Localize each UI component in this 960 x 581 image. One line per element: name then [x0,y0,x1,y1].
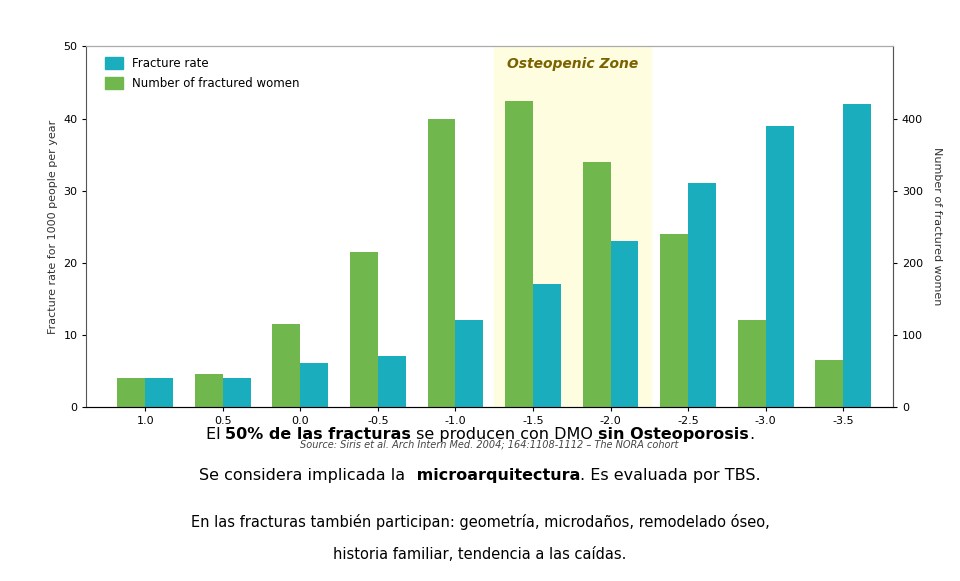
Y-axis label: Number of fractured women: Number of fractured women [932,148,943,306]
Text: Se considera implicada la: Se considera implicada la [200,468,411,483]
Bar [455,320,484,407]
Bar [533,284,561,407]
Text: Osteopenic Zone: Osteopenic Zone [507,58,638,71]
Bar [815,360,843,407]
Bar [737,320,766,407]
Bar [117,378,145,407]
Bar [505,101,533,407]
Bar [427,119,455,407]
Y-axis label: Fracture rate for 1000 people per year: Fracture rate for 1000 people per year [48,120,58,333]
Text: sin Osteoporosis: sin Osteoporosis [598,427,749,442]
Bar [843,104,871,407]
Bar [195,374,223,407]
Bar [223,378,251,407]
Bar [688,184,716,407]
Text: . Es evaluada por TBS.: . Es evaluada por TBS. [580,468,760,483]
Text: El: El [205,427,226,442]
Legend: Fracture rate, Number of fractured women: Fracture rate, Number of fractured women [101,52,304,95]
Text: En las fracturas también participan: geometría, microdaños, remodelado óseo,: En las fracturas también participan: geo… [191,514,769,530]
Text: historia familiar, tendencia a las caídas.: historia familiar, tendencia a las caída… [333,547,627,562]
Text: microarquitectura: microarquitectura [411,468,580,483]
Bar [494,46,651,407]
Text: .: . [749,427,755,442]
Bar [300,364,328,407]
Bar [350,252,378,407]
Bar [766,125,794,407]
Text: se producen con DMO: se producen con DMO [412,427,598,442]
Bar [660,234,688,407]
Bar [273,324,300,407]
Bar [583,162,611,407]
Bar [145,378,173,407]
Text: Source: Siris et al. Arch Intern Med. 2004; 164:1108-1112 – The NORA cohort: Source: Siris et al. Arch Intern Med. 20… [300,439,679,449]
Bar [378,356,406,407]
Text: 50% de las fracturas: 50% de las fracturas [226,427,412,442]
Bar [611,241,638,407]
